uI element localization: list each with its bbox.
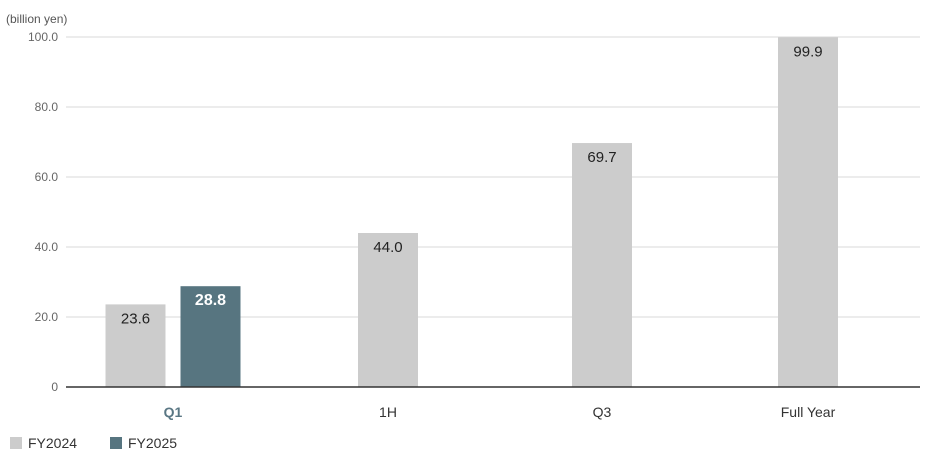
bar-value-label: 99.9 bbox=[793, 43, 822, 60]
y-tick-label: 20.0 bbox=[35, 310, 59, 324]
bar-fy2024-q3 bbox=[572, 143, 632, 387]
y-tick-label: 100.0 bbox=[28, 30, 58, 44]
bar-fy2024-full-year bbox=[778, 37, 838, 387]
legend-swatch-fy2025 bbox=[110, 437, 122, 449]
y-tick-label: 80.0 bbox=[35, 100, 59, 114]
y-tick-label: 60.0 bbox=[35, 170, 59, 184]
legend-swatch-fy2024 bbox=[10, 437, 22, 449]
x-tick-label: 1H bbox=[379, 404, 397, 420]
bar-fy2024-q1 bbox=[105, 304, 166, 387]
bar-value-label: 69.7 bbox=[587, 149, 616, 166]
x-tick-label: Full Year bbox=[781, 404, 836, 420]
x-tick-label: Q1 bbox=[164, 404, 183, 420]
legend-label-fy2025: FY2025 bbox=[128, 435, 177, 451]
y-tick-label: 40.0 bbox=[35, 240, 59, 254]
bar-fy2025-q1 bbox=[180, 286, 241, 387]
bar-fy2024-1h bbox=[358, 233, 418, 387]
bar-value-label: 23.6 bbox=[121, 310, 150, 327]
legend-label-fy2024: FY2024 bbox=[28, 435, 77, 451]
x-tick-label: Q3 bbox=[593, 404, 612, 420]
y-tick-label: 0 bbox=[51, 380, 58, 394]
bar-value-label: 44.0 bbox=[373, 239, 402, 256]
bar-value-label: 28.8 bbox=[195, 292, 226, 309]
y-unit-label: (billion yen) bbox=[6, 12, 67, 26]
